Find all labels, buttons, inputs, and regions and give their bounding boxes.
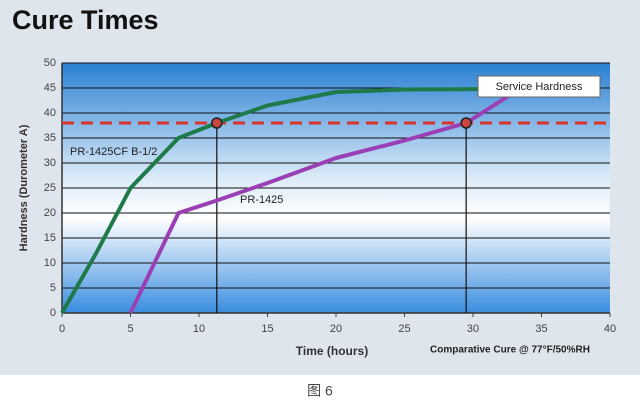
y-tick-label: 0 bbox=[50, 307, 56, 319]
x-tick-label: 20 bbox=[330, 323, 342, 335]
threshold-label: Service Hardness bbox=[496, 81, 583, 93]
y-axis-label: Hardness (Durometer A) bbox=[18, 124, 30, 251]
y-tick-label: 20 bbox=[44, 207, 56, 219]
series-line bbox=[128, 86, 523, 314]
y-tick-label: 50 bbox=[44, 57, 56, 69]
crossing-marker bbox=[460, 117, 472, 129]
y-tick-label: 45 bbox=[44, 82, 56, 94]
caption: 图 6 bbox=[307, 383, 333, 399]
y-tick-label: 35 bbox=[44, 132, 56, 144]
crossing-marker bbox=[211, 117, 223, 129]
y-tick-label: 10 bbox=[44, 257, 56, 269]
y-tick-label: 30 bbox=[44, 157, 56, 169]
threshold-label-box bbox=[477, 75, 601, 98]
x-tick-label: 40 bbox=[604, 323, 616, 335]
x-tick-label: 0 bbox=[59, 323, 65, 335]
x-axis-label: Time (hours) bbox=[296, 344, 368, 358]
x-tick-label: 35 bbox=[535, 323, 547, 335]
y-tick-label: 40 bbox=[44, 107, 56, 119]
x-tick-label: 5 bbox=[127, 323, 133, 335]
y-tick-label: 15 bbox=[44, 232, 56, 244]
series-label: PR-1425 bbox=[240, 194, 283, 206]
y-tick-label: 5 bbox=[50, 282, 56, 294]
x-tick-label: 15 bbox=[261, 323, 273, 335]
chart-title: Cure Times bbox=[12, 5, 159, 35]
note: Comparative Cure @ 77°F/50%RH bbox=[430, 345, 590, 356]
x-tick-label: 25 bbox=[398, 323, 410, 335]
x-tick-label: 10 bbox=[193, 323, 205, 335]
x-tick-label: 30 bbox=[467, 323, 479, 335]
series-label: PR-1425CF B-1/2 bbox=[70, 146, 157, 158]
y-tick-label: 25 bbox=[44, 182, 56, 194]
